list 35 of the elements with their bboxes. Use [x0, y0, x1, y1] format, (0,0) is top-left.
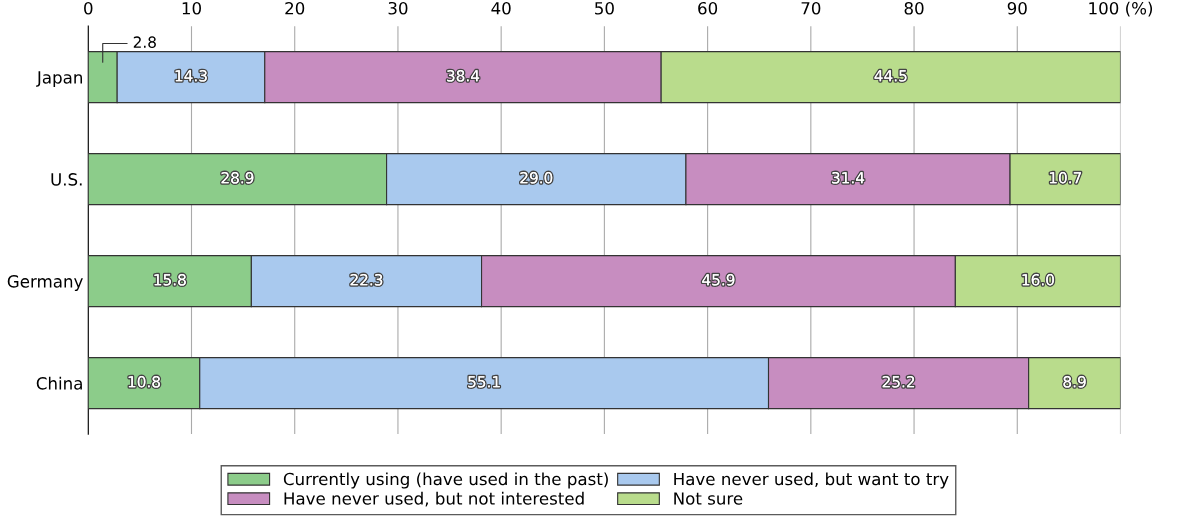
data-label: 10.8 — [128, 375, 160, 388]
y-tick-label: China — [36, 376, 82, 390]
legend-label: Have never used, but not interested — [284, 491, 584, 507]
data-label: 28.9 — [221, 172, 254, 184]
legend-label: Have never used, but want to try — [674, 472, 949, 489]
data-label: 44.5 — [874, 70, 907, 82]
data-label: 55.1 — [468, 376, 500, 388]
y-tick-label: Japan — [36, 71, 82, 87]
x-tick-label: 0 — [84, 1, 93, 15]
x-tick-label: 30 — [388, 1, 408, 15]
x-tick-label: 90 — [1007, 1, 1027, 15]
data-label: 29.0 — [520, 172, 553, 184]
legend-label: Currently using (have used in the past) — [283, 472, 608, 489]
legend-label: Not sure — [674, 492, 743, 505]
x-tick-label: 60 — [698, 1, 718, 15]
data-label: 45.9 — [702, 273, 735, 286]
x-tick-label: 20 — [285, 1, 305, 15]
data-label: 38.4 — [447, 70, 480, 82]
data-label: 31.4 — [832, 172, 865, 184]
data-label: 10.7 — [1049, 172, 1081, 184]
y-tick-label: U.S. — [51, 173, 82, 186]
x-tick-label: 50 — [595, 1, 614, 15]
data-label: 8.9 — [1063, 375, 1086, 388]
x-tick-label: 40 — [491, 1, 511, 15]
data-label: 15.8 — [154, 273, 186, 286]
data-label: 16.0 — [1022, 273, 1054, 286]
x-tick-label: 70 — [801, 1, 821, 15]
y-tick-label: Germany — [7, 275, 83, 291]
annotation: 2.8 — [133, 36, 156, 48]
x-tick-label: 100 (%) — [1089, 1, 1153, 17]
data-label: 25.2 — [882, 375, 915, 388]
data-label: 14.3 — [175, 70, 207, 82]
data-label: 22.3 — [350, 273, 383, 286]
x-tick-label: 10 — [182, 1, 201, 15]
x-tick-label: 80 — [904, 1, 924, 15]
